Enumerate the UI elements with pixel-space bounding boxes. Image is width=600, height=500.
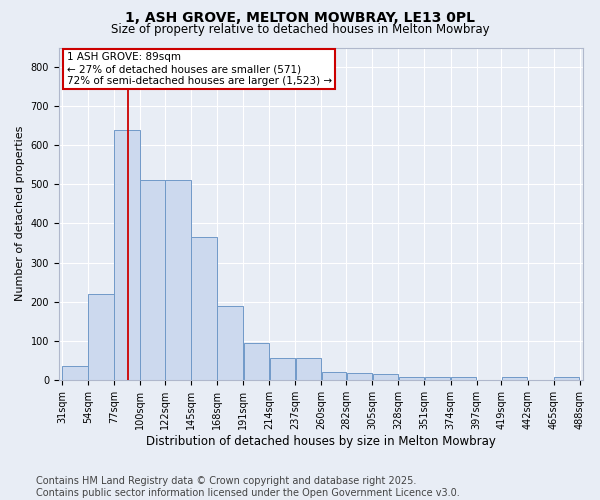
Bar (373, 374, 398, 380)
Bar (166, 180, 191, 380)
X-axis label: Distribution of detached houses by size in Melton Mowbray: Distribution of detached houses by size … (146, 434, 496, 448)
Bar (554, 376, 580, 380)
Bar (502, 376, 527, 380)
Bar (140, 180, 165, 380)
Bar (296, 358, 321, 380)
Y-axis label: Number of detached properties: Number of detached properties (15, 126, 25, 302)
Bar (244, 344, 269, 380)
Bar (115, 130, 140, 380)
Bar (322, 372, 346, 380)
Bar (62, 366, 88, 380)
Bar (451, 376, 476, 380)
Bar (425, 376, 451, 380)
Bar (191, 237, 217, 380)
Text: Contains HM Land Registry data © Crown copyright and database right 2025.
Contai: Contains HM Land Registry data © Crown c… (36, 476, 460, 498)
Bar (269, 358, 295, 380)
Bar (217, 306, 243, 380)
Text: 1, ASH GROVE, MELTON MOWBRAY, LE13 0PL: 1, ASH GROVE, MELTON MOWBRAY, LE13 0PL (125, 11, 475, 25)
Text: Size of property relative to detached houses in Melton Mowbray: Size of property relative to detached ho… (110, 22, 490, 36)
Bar (347, 373, 372, 380)
Bar (398, 376, 424, 380)
Text: 1 ASH GROVE: 89sqm
← 27% of detached houses are smaller (571)
72% of semi-detach: 1 ASH GROVE: 89sqm ← 27% of detached hou… (67, 52, 332, 86)
Bar (88, 294, 114, 380)
